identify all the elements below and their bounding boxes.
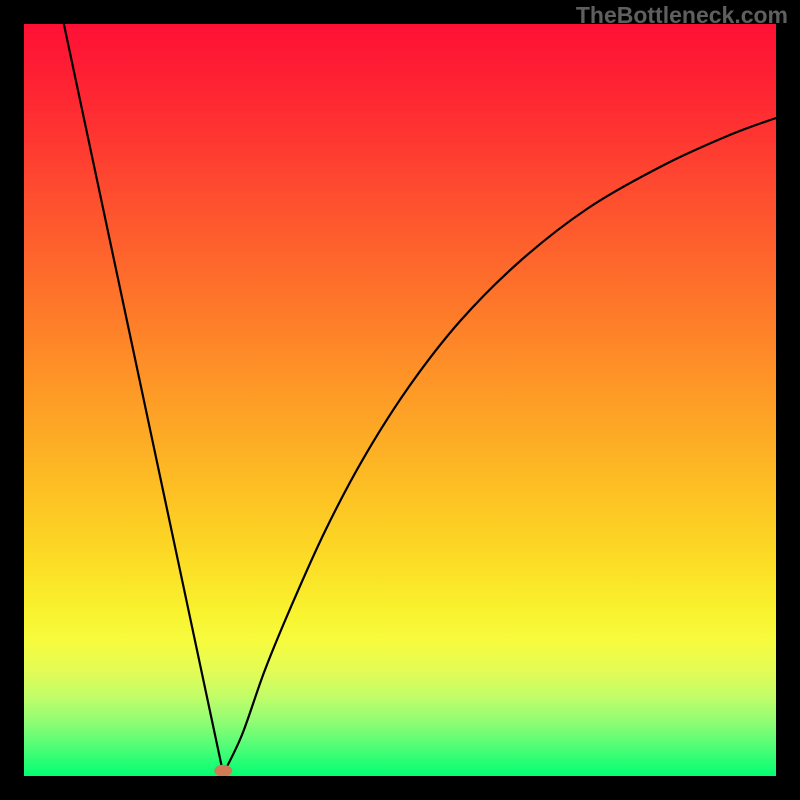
bottleneck-curve-chart xyxy=(0,0,800,800)
chart-container: TheBottleneck.com xyxy=(0,0,800,800)
minimum-marker xyxy=(214,765,232,777)
